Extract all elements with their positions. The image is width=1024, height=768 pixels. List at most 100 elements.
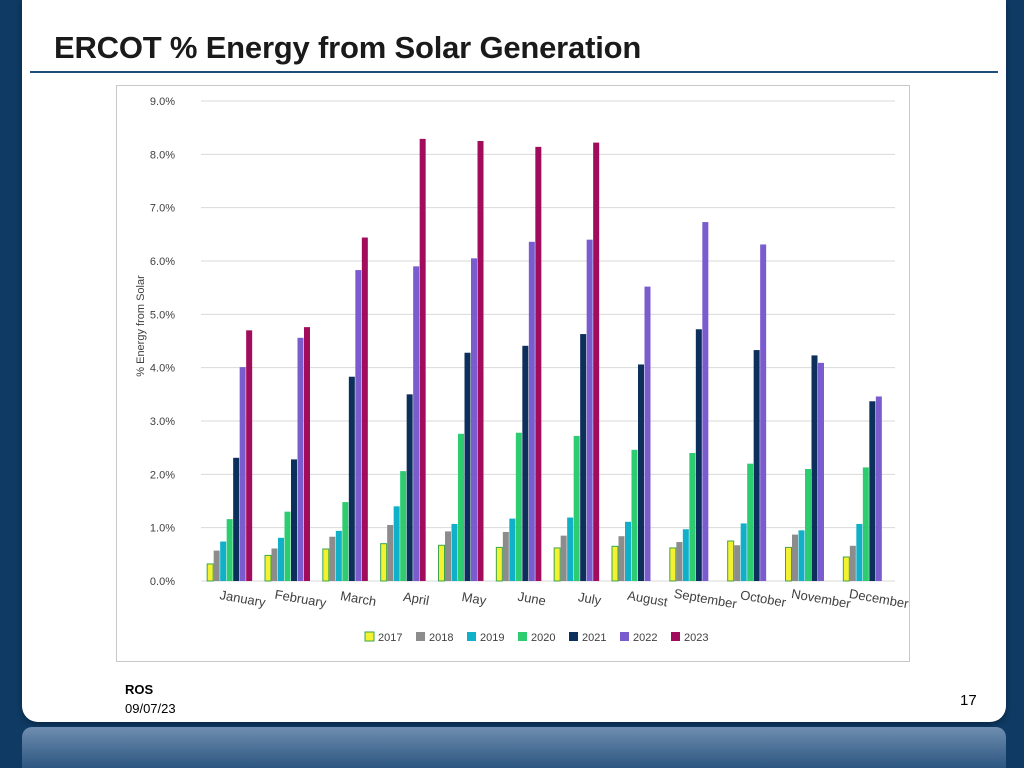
bar-2022-february: [297, 337, 304, 581]
x-tick-label: September: [673, 586, 739, 612]
x-tick-label: November: [790, 586, 852, 611]
bar-2022-december: [875, 396, 882, 581]
bar-2023-january: [246, 330, 253, 581]
y-tick-label: 6.0%: [150, 256, 175, 268]
solar-bar-chart: 0.0% 1.0% 2.0% 3.0% 4.0% 5.0% 6.0% 7.0% 8.0% 9.0%…: [135, 96, 911, 644]
bar-2022-march: [355, 270, 362, 581]
footer-org: ROS: [125, 682, 154, 697]
x-tick-label: January: [219, 587, 268, 610]
x-tick-label: July: [577, 589, 603, 608]
bar-2018-april: [387, 525, 394, 581]
legend-swatch-2023: [671, 632, 680, 641]
legend-label: 2021: [582, 632, 606, 644]
bar-2017-march: [322, 548, 330, 582]
bar-2017-december: [842, 556, 850, 582]
bar-2018-july: [560, 535, 567, 581]
legend-label: 2019: [480, 632, 504, 644]
bar-2022-september: [702, 222, 709, 582]
bar-2019-september: [682, 529, 689, 581]
bar-2020-august: [631, 449, 638, 581]
x-tick-label: October: [739, 587, 788, 610]
bar-2020-may: [458, 433, 464, 581]
legend-swatch-2019: [467, 632, 476, 641]
title-divider: [30, 71, 998, 73]
bar-2022-june: [528, 241, 535, 582]
y-tick-label: 4.0%: [150, 363, 175, 375]
bar-2020-september: [689, 453, 696, 581]
bar-2017-october: [727, 540, 735, 582]
legend-label: 2022: [633, 632, 657, 644]
slide: ERCOT % Energy from Solar Generation 0.0…: [22, 0, 1006, 722]
bar-2022-august: [644, 286, 651, 581]
bar-2022-october: [760, 244, 767, 581]
bar-2020-april: [400, 471, 407, 581]
bar-2022-january: [239, 367, 246, 581]
bar-2020-december: [862, 467, 869, 581]
y-tick-label: 3.0%: [150, 416, 175, 428]
bar-2020-october: [747, 463, 754, 581]
legend-label: 2018: [429, 632, 453, 644]
bar-2018-january: [213, 550, 220, 581]
legend-swatch-2017: [364, 631, 375, 642]
bar-2019-august: [625, 521, 631, 581]
bar-2021-june: [522, 345, 529, 581]
x-tick-label: May: [461, 589, 488, 608]
y-axis-label: % Energy from Solar: [135, 275, 147, 377]
bar-2018-october: [734, 545, 741, 581]
x-tick-label: April: [402, 589, 430, 608]
bar-2019-january: [220, 541, 227, 581]
bar-2022-may: [471, 258, 477, 581]
bar-2019-april: [393, 506, 400, 581]
x-tick-label: March: [339, 588, 377, 609]
bar-2021-january: [233, 457, 240, 581]
bar-2021-april: [406, 394, 413, 581]
bar-2023-june: [535, 146, 542, 581]
page-number: 17: [960, 692, 977, 709]
bar-2018-june: [502, 531, 509, 581]
bar-2021-november: [811, 355, 818, 581]
bar-2017-september: [669, 547, 677, 582]
slide-title: ERCOT % Energy from Solar Generation: [54, 30, 642, 65]
gridlines: [201, 100, 895, 582]
bar-2019-december: [856, 523, 863, 581]
y-tick-label: 5.0%: [150, 309, 175, 321]
bar-2019-march: [335, 530, 342, 581]
legend-label: 2017: [378, 632, 402, 644]
y-tick-label: 2.0%: [150, 469, 175, 481]
x-tick-label: June: [517, 589, 547, 609]
y-tick-label: 8.0%: [150, 149, 175, 161]
bar-2020-june: [515, 432, 522, 581]
bar-2021-december: [869, 401, 876, 581]
y-tick-label: 1.0%: [150, 523, 175, 535]
footer-date: 09/07/23: [125, 701, 176, 716]
bar-2018-august: [618, 536, 625, 581]
legend-label: 2020: [531, 632, 555, 644]
bar-2023-may: [477, 141, 484, 581]
x-tick-label: February: [274, 587, 328, 611]
bar-2017-april: [380, 543, 388, 582]
bar-2021-october: [753, 350, 760, 581]
bar-2017-november: [785, 546, 792, 582]
bar-2017-may: [438, 544, 445, 582]
bar-2020-march: [342, 502, 349, 581]
bar-2019-october: [740, 523, 747, 581]
bar-2021-may: [464, 352, 471, 581]
bar-2020-july: [573, 435, 580, 581]
bar-2018-march: [329, 536, 336, 581]
bar-2017-august: [611, 545, 619, 582]
bottom-decorative-band: [22, 727, 1006, 768]
legend-swatch-2020: [518, 632, 527, 641]
bar-2017-july: [553, 547, 561, 582]
y-tick-labels: 0.0% 1.0% 2.0% 3.0% 4.0% 5.0% 6.0% 7.0% 8.0% 9.0%: [150, 96, 175, 588]
bar-2017-january: [206, 563, 214, 582]
bar-2020-february: [284, 511, 291, 581]
bar-2021-march: [348, 376, 355, 581]
y-tick-label: 9.0%: [150, 96, 175, 108]
x-tick-labels: January February March April May June July Augu…: [219, 586, 911, 612]
bar-2018-november: [792, 534, 798, 581]
chart-frame: 0.0% 1.0% 2.0% 3.0% 4.0% 5.0% 6.0% 7.0% 8.0% 9.0%…: [116, 85, 910, 662]
legend: 2017 2018 2019 2020 2021 2022 2023: [364, 631, 708, 644]
bar-2018-february: [271, 548, 278, 581]
bar-2019-may: [451, 523, 458, 581]
bar-2018-december: [849, 545, 856, 581]
